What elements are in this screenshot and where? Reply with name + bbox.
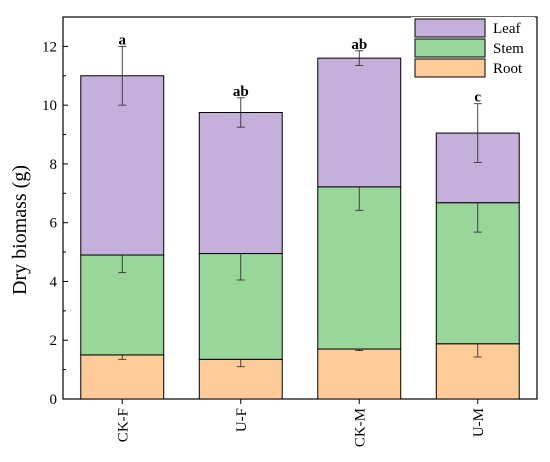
legend-label-root: Root — [493, 61, 523, 77]
y-axis-title: Dry biomass (g) — [9, 165, 31, 295]
bar-stem — [317, 186, 402, 350]
y-tick-label: 0 — [50, 392, 58, 408]
bar-root — [317, 348, 402, 400]
plot-area: 024681012aaaCK-FaaabU-FaaabCK-MaacU-M — [42, 16, 538, 447]
significance-label: a — [119, 32, 127, 48]
legend-swatch-stem — [414, 38, 486, 58]
legend: Leaf Stem Root — [411, 17, 535, 79]
significance-label: c — [474, 90, 481, 106]
significance-label: ab — [351, 37, 367, 53]
y-tick-label: 8 — [50, 157, 58, 173]
y-tick-label: 6 — [50, 216, 58, 232]
legend-label-stem: Stem — [493, 41, 524, 57]
plot-frame — [62, 16, 538, 400]
legend-swatch-root — [414, 58, 486, 78]
bar-leaf — [198, 112, 283, 255]
legend-label-leaf: Leaf — [493, 21, 520, 37]
x-tick-label: U-F — [234, 408, 250, 432]
y-tick-label: 2 — [50, 333, 58, 349]
y-tick-label: 4 — [50, 274, 58, 290]
significance-label: ab — [233, 84, 249, 100]
bar-leaf — [317, 57, 402, 188]
x-tick-label: CK-F — [115, 408, 131, 442]
y-tick-label: 12 — [42, 39, 57, 55]
bar-root — [80, 354, 165, 400]
y-tick-label: 10 — [42, 98, 57, 114]
x-tick-label: U-M — [471, 408, 487, 437]
legend-swatch-leaf — [414, 18, 486, 38]
bar-leaf — [80, 75, 165, 256]
x-tick-label: CK-M — [352, 408, 368, 447]
